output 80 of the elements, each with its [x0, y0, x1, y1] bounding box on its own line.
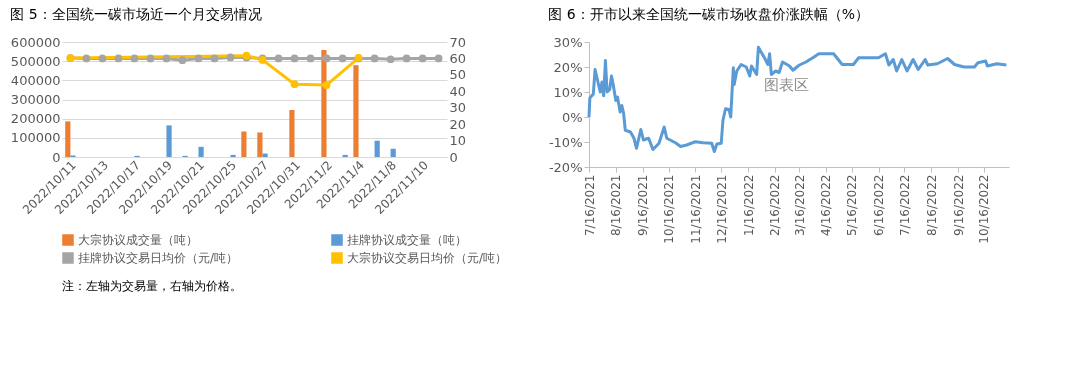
- legend-label: 大宗协议交易日均价（元/吨）: [347, 251, 508, 265]
- point: [82, 54, 91, 63]
- y-tick-label: 10%: [553, 84, 583, 100]
- x-tick-label: 8/16/2022: [924, 174, 939, 237]
- y-tick-label: 100000: [10, 130, 61, 146]
- point: [322, 54, 331, 63]
- y2-tick-label: 60: [449, 50, 467, 66]
- point: [386, 55, 395, 64]
- bar: [289, 110, 295, 157]
- x-tick-label: 8/16/2021: [609, 174, 624, 237]
- x-tick-label: 7/16/2022: [897, 174, 912, 237]
- bar: [321, 50, 327, 157]
- x-tick-label: 6/16/2022: [872, 174, 887, 237]
- y2-tick-label: 40: [449, 83, 467, 99]
- point: [162, 54, 171, 63]
- bar: [257, 132, 263, 157]
- point: [290, 54, 299, 63]
- line-series: [587, 45, 1008, 153]
- point: [114, 54, 123, 63]
- point: [306, 54, 315, 63]
- x-tick-label: 3/16/2022: [792, 174, 807, 237]
- point: [98, 54, 107, 63]
- y-tick-label: 200000: [10, 111, 61, 127]
- point: [194, 54, 203, 63]
- point: [226, 53, 235, 62]
- legend-label: 挂牌协议成交量（吨）: [347, 233, 467, 247]
- x-tick-label: 2/16/2022: [768, 174, 783, 237]
- y2-tick-label: 20: [449, 116, 467, 132]
- legend-label: 大宗协议成交量（吨）: [78, 233, 198, 247]
- bar: [353, 65, 359, 157]
- y-tick-label: -20%: [548, 159, 583, 175]
- point: [322, 81, 331, 89]
- point: [402, 54, 411, 63]
- y-tick-label: -10%: [548, 134, 583, 150]
- y-tick-label: 20%: [553, 59, 583, 75]
- x-tick-label: 1/16/2022: [741, 174, 756, 237]
- chart-title: 图 6：开市以来全国统一碳市场收盘价涨跌幅（%）: [548, 6, 870, 22]
- point: [434, 54, 443, 63]
- y-tick-label: 400000: [10, 72, 61, 88]
- point: [290, 80, 299, 89]
- bar: [230, 154, 236, 157]
- x-tick-label: 12/16/2021: [714, 174, 729, 244]
- y-tick-label: 30%: [553, 34, 583, 50]
- x-tick-label: 10/16/2021: [662, 174, 677, 244]
- point: [338, 54, 347, 63]
- y-tick-label: 600000: [10, 34, 61, 50]
- x-tick-label: 9/16/2021: [636, 174, 651, 237]
- bar: [374, 140, 380, 157]
- y2-tick-label: 0: [449, 149, 458, 165]
- point: [146, 54, 155, 63]
- point: [210, 54, 219, 63]
- x-tick-label: 4/16/2022: [819, 174, 834, 237]
- bar: [198, 146, 204, 157]
- y2-tick-label: 30: [449, 100, 467, 116]
- y-tick-label: 300000: [10, 92, 61, 107]
- point: [130, 54, 139, 63]
- y2-tick-label: 10: [449, 133, 467, 149]
- y2-tick-label: 70: [449, 34, 467, 50]
- annotation: 图表区: [763, 75, 809, 94]
- x-tick-label: 11/16/2021: [688, 174, 703, 244]
- x-tick-label: 5/16/2022: [845, 174, 860, 237]
- text: 注：左轴为交易量，右轴为价格。: [62, 279, 242, 293]
- legend-label: 挂牌协议交易日均价（元/吨）: [78, 251, 239, 265]
- x-tick-label: 9/16/2022: [951, 174, 966, 237]
- x-tick-label: 7/16/2021: [582, 174, 597, 237]
- point: [178, 56, 187, 65]
- bar: [390, 148, 396, 157]
- bar: [342, 154, 348, 157]
- y-tick-label: 500000: [10, 53, 61, 69]
- bar: [65, 121, 71, 157]
- point: [274, 54, 283, 63]
- bar: [166, 125, 172, 157]
- chart-title: 图 5：全国统一碳市场近一个月交易情况: [10, 6, 262, 22]
- y2-tick-label: 50: [449, 67, 467, 83]
- y-tick-label: 0: [52, 149, 61, 165]
- point: [418, 54, 427, 63]
- y-tick-label: 0%: [561, 109, 583, 125]
- bar: [241, 131, 247, 157]
- x-tick-label: 10/16/2022: [977, 174, 992, 244]
- point: [370, 54, 379, 63]
